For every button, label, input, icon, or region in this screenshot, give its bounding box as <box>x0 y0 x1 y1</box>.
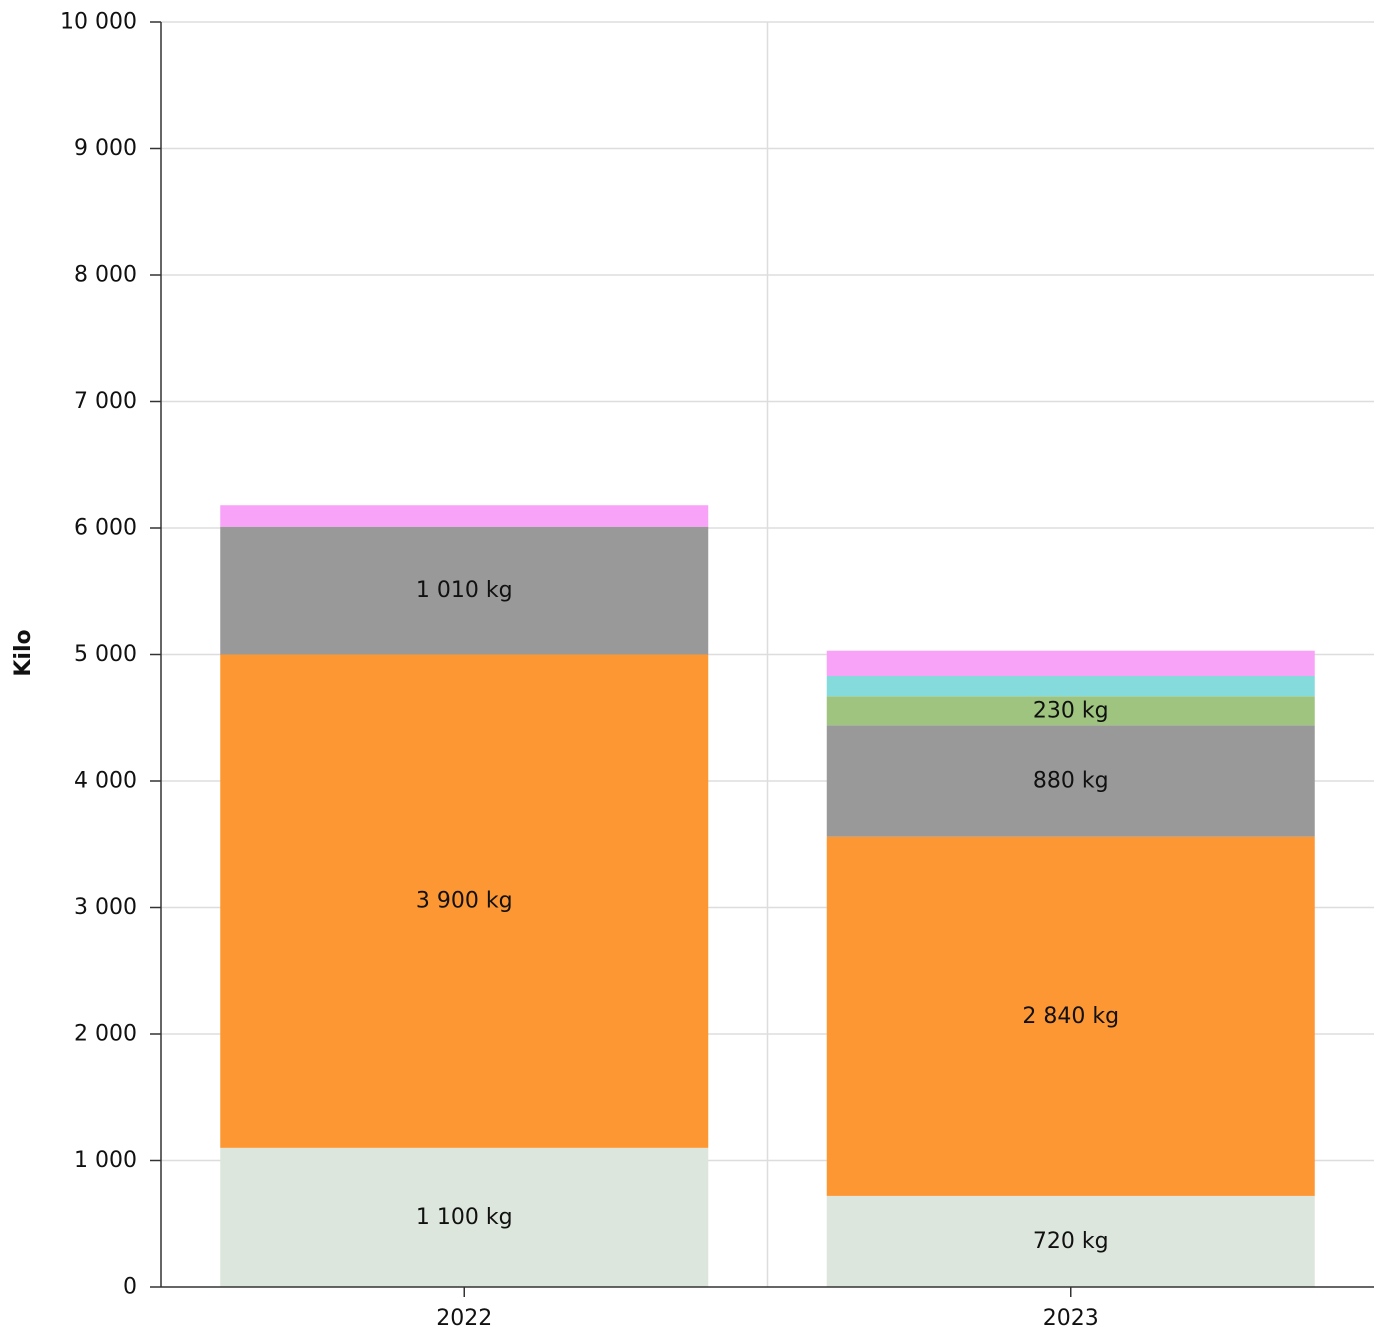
y-tick-label: 4 000 <box>74 769 137 794</box>
bar-segment <box>826 1195 1315 1287</box>
bar-segment <box>826 650 1315 677</box>
bar-segment <box>826 725 1315 837</box>
x-tick-label: 2023 <box>1043 1306 1099 1331</box>
y-tick-label: 9 000 <box>74 136 137 161</box>
bar-segment <box>220 1147 709 1287</box>
bar-segment <box>826 696 1315 726</box>
y-tick-label: 3 000 <box>74 895 137 920</box>
y-tick-label: 8 000 <box>74 263 137 288</box>
axes: 0 1 000 2 000 3 000 4 000 5 000 6 000 7 000 8 00… <box>60 10 1374 1331</box>
y-axis-title: Kilo <box>11 629 36 676</box>
bars <box>220 505 1315 1287</box>
bar-segment <box>826 836 1315 1196</box>
y-tick-label: 5 000 <box>74 642 137 667</box>
y-tick-label: 1 000 <box>74 1148 137 1173</box>
x-tick-label: 2022 <box>436 1306 492 1331</box>
y-tick-label: 10 000 <box>60 10 137 35</box>
bar-segment <box>220 505 709 527</box>
data-label: 880 kg <box>1033 769 1109 794</box>
data-label: 720 kg <box>1033 1229 1109 1254</box>
y-tick-label: 0 <box>123 1275 137 1300</box>
y-tick-label: 2 000 <box>74 1022 137 1047</box>
data-labels: 1 100 kg 3 900 kg 1 010 kg 720 kg 2 840 kg 88… <box>416 578 1119 1254</box>
y-tick-label: 6 000 <box>74 516 137 541</box>
data-label: 1 100 kg <box>416 1205 513 1230</box>
data-label: 2 840 kg <box>1022 1004 1119 1029</box>
bar-segment <box>220 526 709 655</box>
y-tick-label: 7 000 <box>74 389 137 414</box>
data-label: 1 010 kg <box>416 578 513 603</box>
data-label: 3 900 kg <box>416 889 513 914</box>
bar-segment <box>220 654 709 1148</box>
data-label: 230 kg <box>1033 698 1109 723</box>
bar-segment <box>826 676 1315 697</box>
